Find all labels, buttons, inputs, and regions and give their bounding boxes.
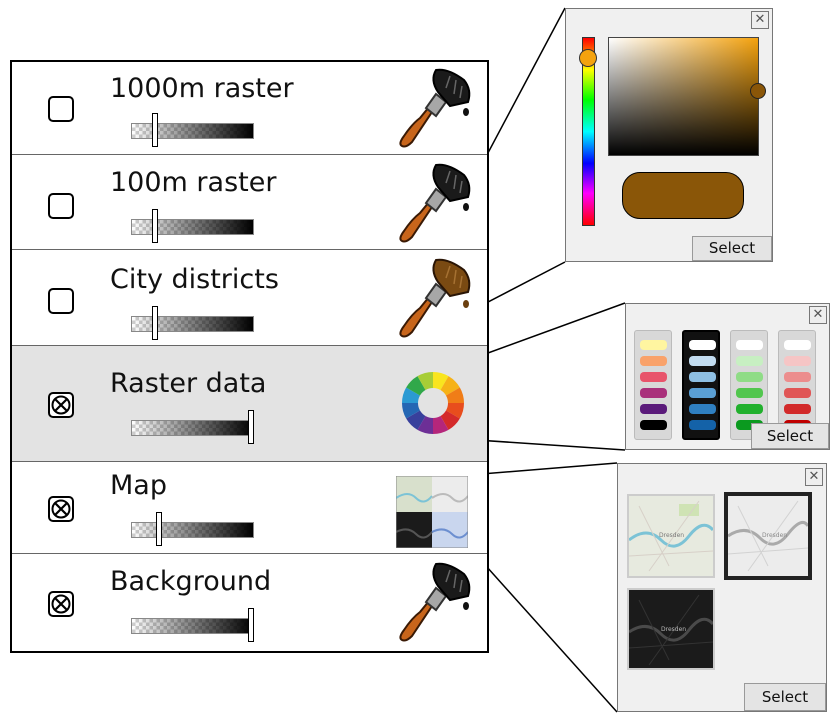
close-icon[interactable]: ✕ [805,468,823,486]
paintbrush-icon[interactable] [388,256,474,340]
color-wheel-segment [440,376,460,396]
color-wheel-segment [402,387,421,403]
color-wheel-segment [406,376,426,396]
layer-checkbox[interactable] [48,288,74,314]
layer-checkbox[interactable] [48,96,74,122]
layer-label: Map [110,470,167,501]
color-wheel-segment [402,403,421,419]
layer-label: City districts [110,264,279,295]
check-x-icon [51,395,71,415]
layer-panel: 1000m raster 100m raster City district [10,60,489,653]
opacity-slider[interactable] [131,113,254,147]
palette-picker-popup: ✕ Select [625,303,830,450]
saturation-value-area[interactable] [608,37,766,156]
layer-row-map: Map [12,462,487,554]
map-tiles-icon[interactable] [396,476,468,548]
color-wheel-segment [406,410,426,430]
layer-row-100m-raster: 100m raster [12,155,487,250]
check-x-icon [51,499,71,519]
layer-row-city-districts: City districts [12,250,487,346]
layer-checkbox[interactable] [48,591,74,617]
select-button[interactable]: Select [751,423,829,449]
check-x-icon [51,594,71,614]
palette-option[interactable] [778,330,816,440]
opacity-slider[interactable] [131,410,254,444]
slider-thumb[interactable] [152,113,158,147]
opacity-slider[interactable] [131,209,254,243]
color-wheel-segment [445,403,464,419]
slider-thumb[interactable] [152,306,158,340]
palette-option-selected[interactable] [682,330,720,440]
map-style-light[interactable]: Dresden [627,494,715,578]
map-style-picker-popup: ✕ Dresden Dresden Dresden Select [617,463,827,712]
map-city-label: Dresden [762,532,788,539]
color-wheel-segment [433,415,449,434]
layer-label: 1000m raster [110,73,294,104]
color-picker-popup: ✕ Select [565,8,773,262]
color-cursor[interactable] [750,83,766,99]
layer-checkbox[interactable] [48,496,74,522]
color-wheel-segment [433,372,449,391]
slider-thumb[interactable] [156,512,162,546]
select-button[interactable]: Select [692,236,772,261]
paintbrush-icon[interactable] [388,66,474,150]
paintbrush-icon[interactable] [388,161,474,245]
color-wheel-segment [417,415,433,434]
layer-label: Raster data [110,368,267,399]
close-icon[interactable]: ✕ [809,306,827,324]
layer-label: 100m raster [110,167,277,198]
layer-checkbox[interactable] [48,193,74,219]
slider-thumb[interactable] [248,608,254,642]
close-icon[interactable]: ✕ [751,11,769,29]
palette-option[interactable] [634,330,672,440]
map-city-label: Dresden [659,532,685,539]
slider-thumb[interactable] [248,410,254,444]
map-style-dark[interactable]: Dresden [627,588,715,670]
layer-row-raster-data: Raster data [12,346,487,462]
layer-row-1000m-raster: 1000m raster [12,62,487,155]
layer-label: Background [110,566,272,597]
color-wheel-segment [445,387,464,403]
hue-thumb[interactable] [579,49,597,67]
palette-option[interactable] [730,330,768,440]
color-wheel-segment [440,410,460,430]
layer-checkbox[interactable] [48,392,74,418]
opacity-slider[interactable] [131,512,254,546]
opacity-slider[interactable] [131,608,254,642]
color-wheel-icon[interactable] [400,370,466,436]
map-city-label: Dresden [661,626,687,633]
opacity-slider[interactable] [131,306,254,340]
hue-slider[interactable] [579,37,597,226]
slider-thumb[interactable] [152,209,158,243]
color-wheel-segment [417,372,433,391]
map-style-gray-selected[interactable]: Dresden [724,492,812,580]
selected-color-swatch [622,172,744,219]
select-button[interactable]: Select [744,683,826,711]
paintbrush-icon[interactable] [388,560,474,644]
layer-row-background: Background [12,554,487,652]
